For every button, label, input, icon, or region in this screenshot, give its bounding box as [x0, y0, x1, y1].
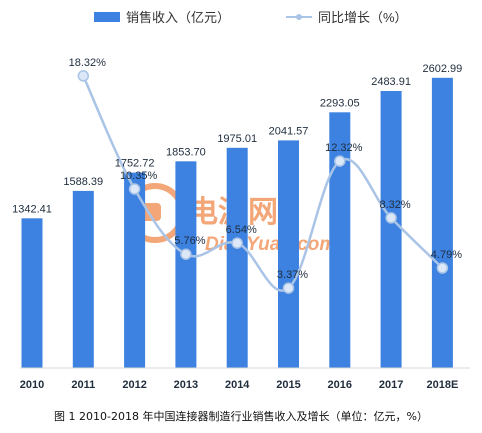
bar-2010 — [21, 218, 43, 368]
x-tick-label-2012: 2012 — [122, 379, 146, 391]
growth-value-label-2016: 12.32% — [325, 142, 363, 154]
growth-value-label-2012: 10.35% — [120, 170, 158, 182]
bar-value-label-2014: 1975.01 — [217, 133, 257, 145]
growth-value-label-2011: 18.32% — [69, 57, 107, 69]
legend-label-revenue: 销售收入（亿元） — [126, 10, 230, 25]
line-series — [77, 70, 449, 294]
growth-value-label-2014: 6.54% — [226, 224, 257, 236]
growth-value-label-2013: 5.76% — [174, 235, 205, 247]
growth-point-2013 — [180, 248, 192, 260]
x-tick-label-2011: 2011 — [71, 379, 95, 391]
bar-2015 — [278, 140, 299, 368]
x-tick-label-2016: 2016 — [328, 379, 352, 391]
x-tick-label-2010: 2010 — [20, 379, 44, 391]
bar-2016 — [329, 112, 351, 368]
growth-point-2018E — [436, 262, 449, 274]
growth-point-2015 — [282, 282, 295, 294]
x-tick-label-2013: 2013 — [174, 379, 198, 391]
growth-value-label-2015: 3.37% — [277, 269, 308, 281]
legend-swatch-marker — [296, 14, 302, 20]
bar-2013 — [175, 161, 197, 368]
x-tick-label-2018E: 2018E — [426, 379, 458, 391]
bar-2018E — [431, 77, 453, 369]
x-tick-label-2014: 2014 — [225, 379, 250, 391]
x-tick-label-2017: 2017 — [379, 379, 403, 391]
growth-point-2017 — [385, 212, 397, 224]
bar-2014 — [226, 147, 248, 368]
bar-series — [21, 77, 453, 369]
growth-point-2016 — [334, 155, 346, 167]
bar-2017 — [380, 91, 402, 368]
data-labels: 1342.41 1588.39 1752.72 1853.70 1975.01 2041.… — [12, 57, 462, 281]
bar-2012 — [124, 172, 146, 368]
growth-point-2011 — [77, 70, 90, 82]
x-axis-ticks: 2010 2011 2012 2013 2014 2015 2016 2017 2018E — [20, 379, 459, 391]
growth-value-label-2018E: 4.79% — [431, 249, 462, 261]
bar-value-label-2012: 1752.72 — [115, 158, 155, 170]
legend-label-growth: 同比增长（%） — [318, 10, 408, 25]
legend: 销售收入（亿元） 同比增长（%） — [94, 10, 408, 25]
bar-value-label-2016: 2293.05 — [320, 97, 360, 109]
figure-caption: 图 1 2010-2018 年中国连接器制造行业销售收入及增长（单位：亿元，%） — [54, 409, 428, 423]
bar-value-label-2017: 2483.91 — [371, 76, 411, 88]
bar-value-label-2011: 1588.39 — [63, 176, 103, 188]
growth-point-2014 — [231, 237, 243, 249]
x-tick-label-2015: 2015 — [276, 379, 300, 391]
legend-swatch-bar — [94, 12, 120, 22]
growth-value-label-2017: 8.32% — [379, 199, 410, 211]
bar-value-label-2013: 1853.70 — [166, 146, 206, 158]
bar-value-label-2010: 1342.41 — [12, 203, 52, 215]
growth-point-2012 — [128, 183, 141, 195]
bar-value-label-2015: 2041.57 — [269, 125, 309, 137]
bar-value-label-2018E: 2602.99 — [423, 63, 463, 75]
bar-2011 — [72, 190, 94, 368]
